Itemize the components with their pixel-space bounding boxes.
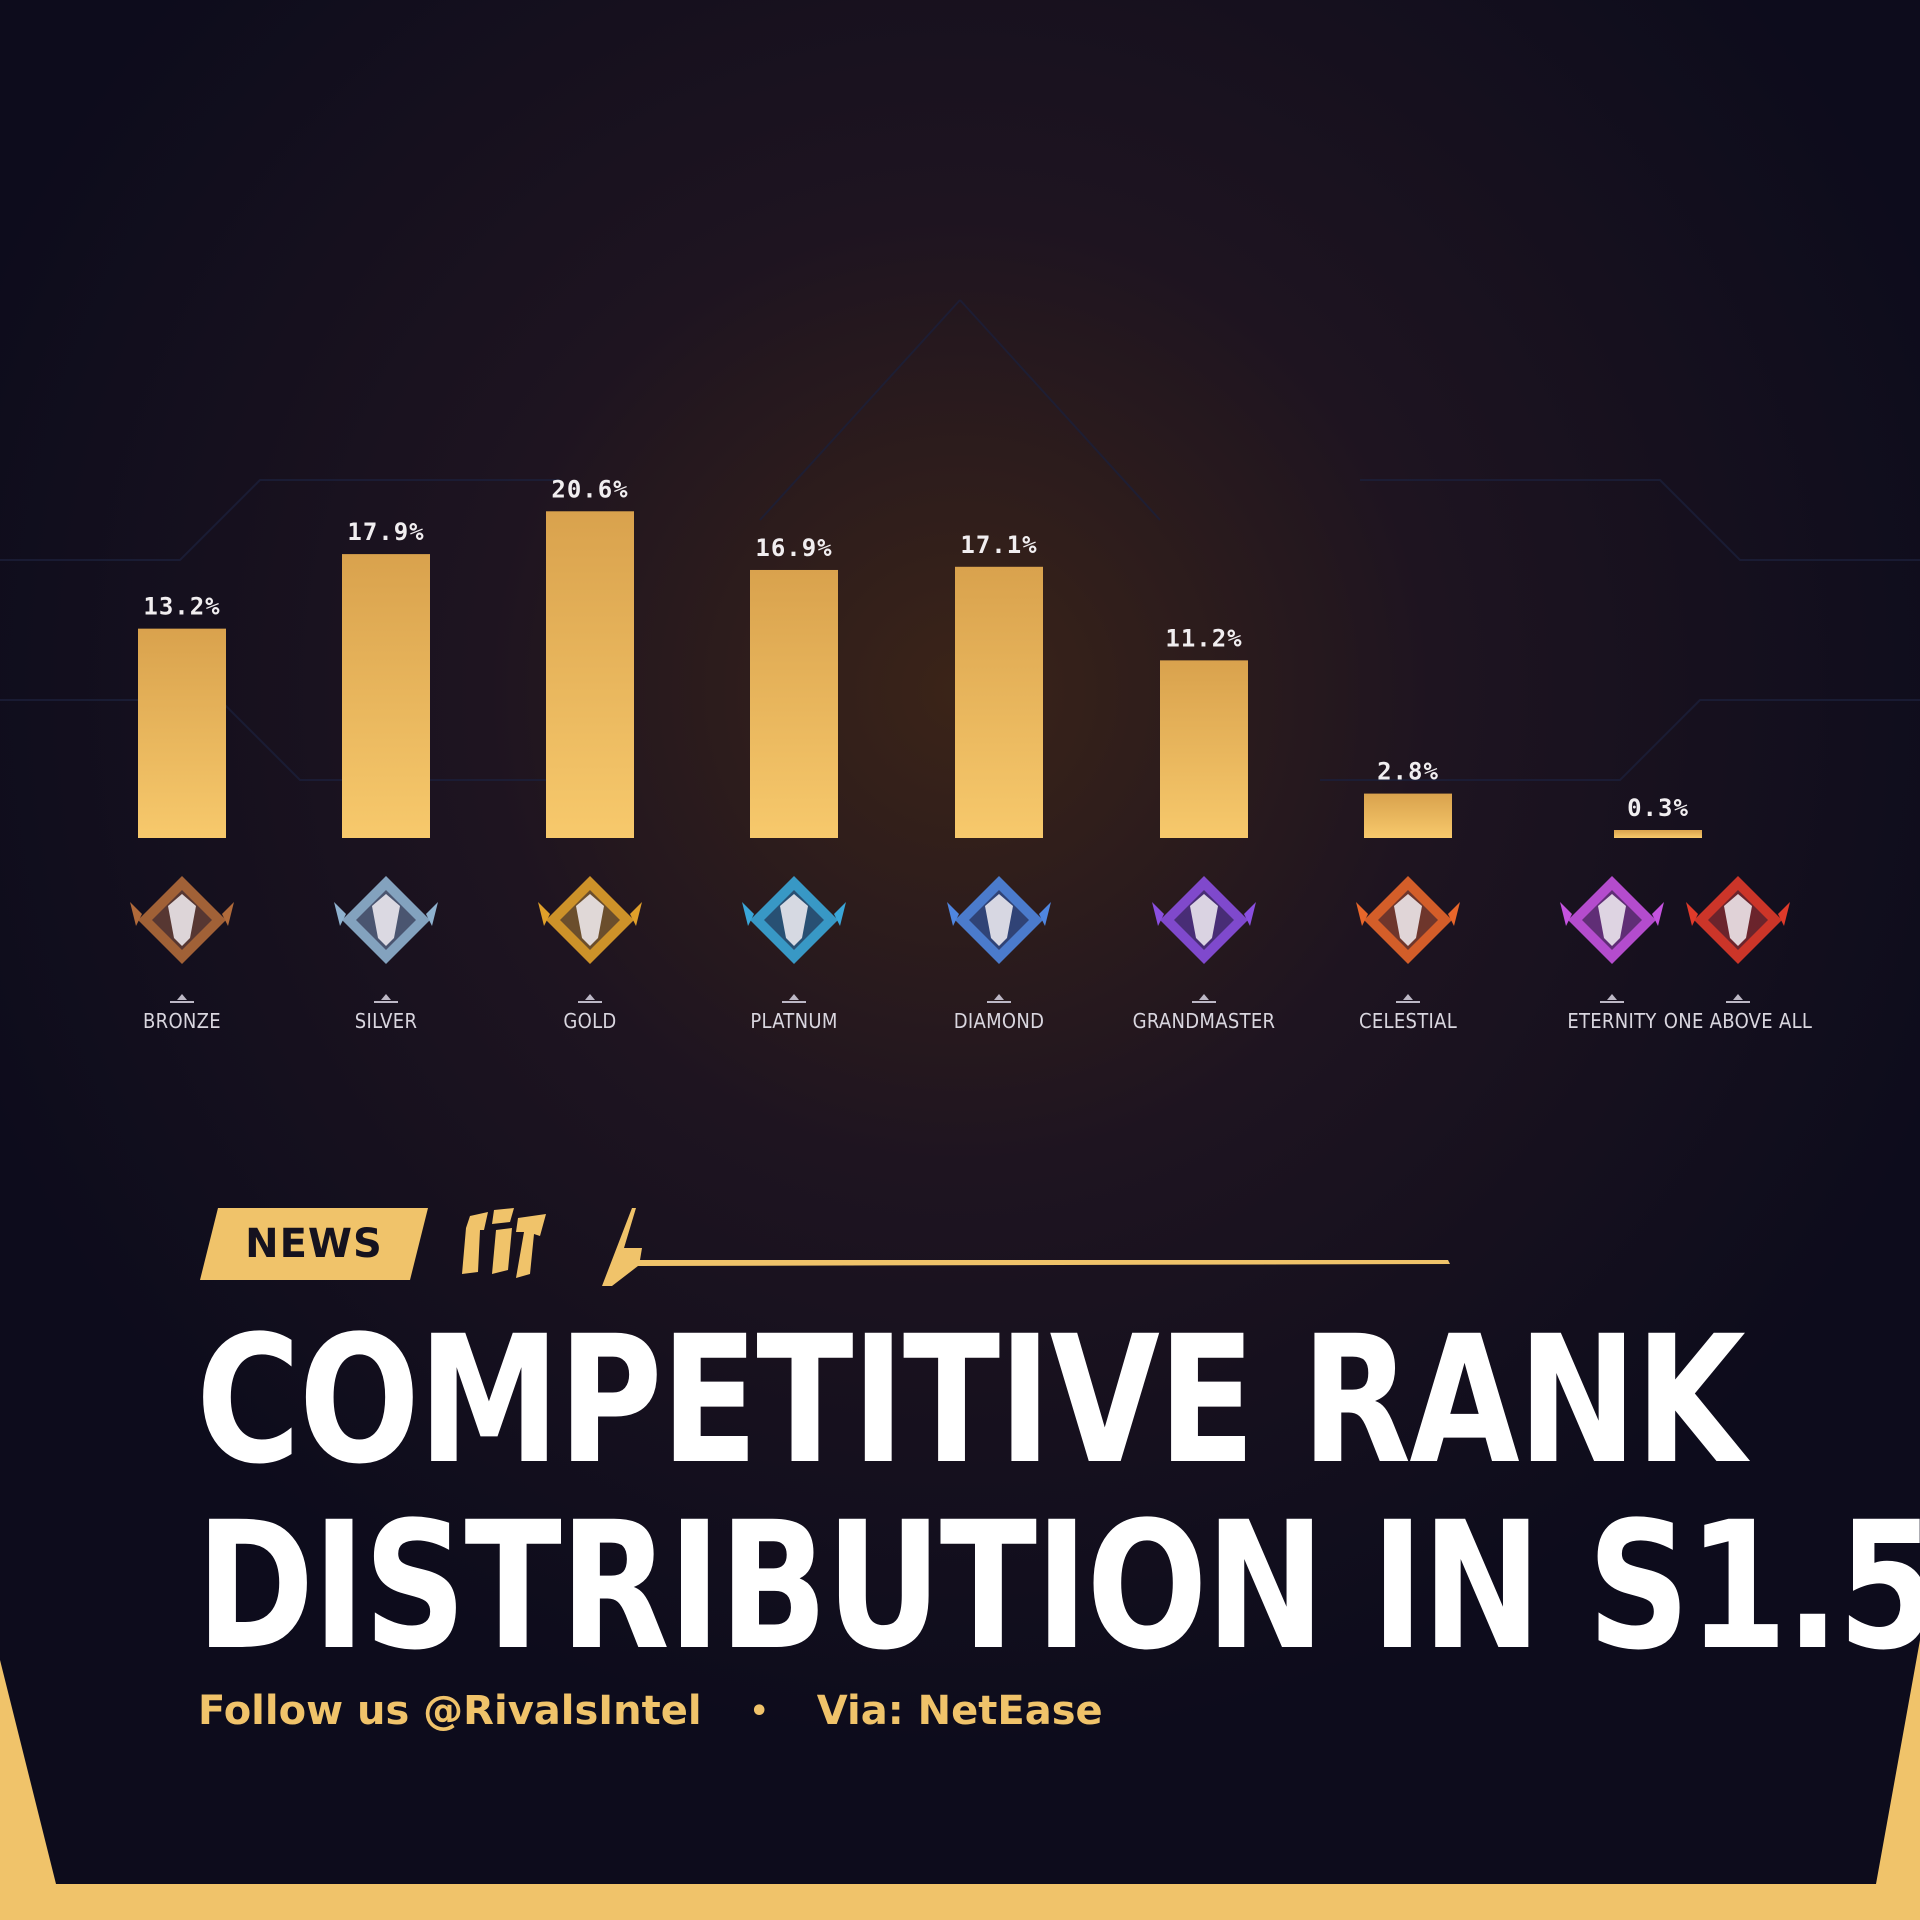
credits-line: Follow us @RivalsIntel • Via: NetEase xyxy=(198,1684,1103,1738)
bar-eternity xyxy=(1614,830,1702,838)
bar-diamond xyxy=(955,566,1043,838)
bronze-rank-icon xyxy=(130,876,234,964)
bar-bronze xyxy=(138,628,226,838)
tick-underline xyxy=(1726,1001,1750,1003)
value-label: 20.6% xyxy=(551,475,628,503)
lightning-divider-icon xyxy=(602,1208,1450,1286)
value-label: 0.3% xyxy=(1627,794,1689,822)
tick-underline xyxy=(170,1001,194,1003)
tick-marker xyxy=(381,994,391,1000)
celestial-rank-icon xyxy=(1356,876,1460,964)
silver-rank-icon xyxy=(334,876,438,964)
headline-line-2: DISTRIBUTION IN S1.5 xyxy=(196,1484,1920,1689)
bar-platnum xyxy=(750,569,838,838)
tick-underline xyxy=(1192,1001,1216,1003)
one-above-all-rank-icon xyxy=(1686,876,1790,964)
tick-underline xyxy=(987,1001,1011,1003)
eternity-rank-icon xyxy=(1560,876,1664,964)
gold-rank-icon xyxy=(538,876,642,964)
diamond-rank-icon xyxy=(947,876,1051,964)
tick-marker xyxy=(177,994,187,1000)
headline-line-1: COMPETITIVE RANK xyxy=(196,1298,1746,1503)
news-header-row: NEWS xyxy=(200,1208,1450,1286)
separator-dot: • xyxy=(749,1693,769,1729)
platinum-rank-icon xyxy=(742,876,846,964)
rivals-intel-logo-icon xyxy=(462,1208,546,1278)
news-badge-label: NEWS xyxy=(245,1221,383,1267)
bar-celestial xyxy=(1364,793,1452,838)
value-label: 11.2% xyxy=(1165,624,1242,652)
tick-label: GOLD xyxy=(563,1009,616,1033)
tick-underline xyxy=(1600,1001,1624,1003)
tick-marker xyxy=(1403,994,1413,1000)
value-labels-group: 13.2% 17.9% 20.6% 16.9% 17.1% 11.2% 2.8% 0.3% xyxy=(143,475,1689,822)
tick-label: ETERNITY xyxy=(1567,1009,1657,1033)
tick-label: SILVER xyxy=(355,1009,418,1033)
tick-marker xyxy=(1733,994,1743,1000)
value-label: 2.8% xyxy=(1377,758,1439,786)
value-label: 17.9% xyxy=(347,518,424,546)
follow-handle: Follow us @RivalsIntel xyxy=(198,1688,702,1734)
bar-grandmaster xyxy=(1160,660,1248,838)
tick-label: PLATNUM xyxy=(750,1009,837,1033)
tick-underline xyxy=(578,1001,602,1003)
tick-underline xyxy=(782,1001,806,1003)
value-label: 16.9% xyxy=(755,534,832,562)
bar-gold xyxy=(546,511,634,838)
grandmaster-rank-icon xyxy=(1152,876,1256,964)
tick-marker xyxy=(1607,994,1617,1000)
rank-distribution-chart: 13.2% 17.9% 20.6% 16.9% 17.1% 11.2% 2.8% 0.3% B… xyxy=(130,475,1812,1033)
tick-marker xyxy=(585,994,595,1000)
bar-silver xyxy=(342,554,430,838)
tick-label: DIAMOND xyxy=(954,1009,1045,1033)
category-labels-group: BRONZE SILVER GOLD PLATNUM DIAMOND GRANDMASTE… xyxy=(143,994,1812,1033)
tick-label: ONE ABOVE ALL xyxy=(1664,1009,1812,1033)
tick-marker xyxy=(1199,994,1209,1000)
tick-label: CELESTIAL xyxy=(1359,1009,1457,1033)
tick-marker xyxy=(789,994,799,1000)
bars-group xyxy=(138,511,1702,838)
tick-label: GRANDMASTER xyxy=(1133,1009,1276,1033)
rank-icons-group xyxy=(130,876,1790,964)
value-label: 17.1% xyxy=(960,531,1037,559)
tick-marker xyxy=(994,994,1004,1000)
value-label: 13.2% xyxy=(143,593,220,621)
tick-underline xyxy=(1396,1001,1420,1003)
tick-label: BRONZE xyxy=(143,1009,221,1033)
source-credit: Via: NetEase xyxy=(816,1688,1103,1734)
news-badge: NEWS xyxy=(200,1208,428,1280)
headline: COMPETITIVE RANK DISTRIBUTION IN S1.5 xyxy=(196,1298,1920,1689)
tick-underline xyxy=(374,1001,398,1003)
